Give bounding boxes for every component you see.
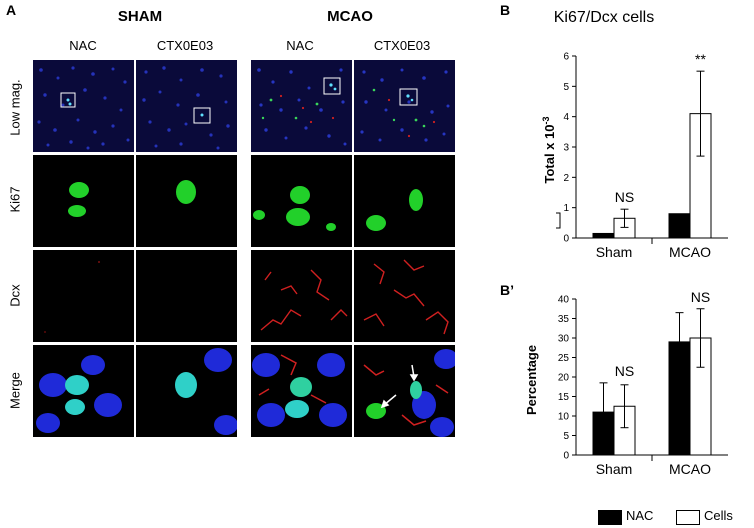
micrograph-sham-ctx0e03-merge: [136, 345, 237, 437]
micrograph-sham-ctx0e03-lowmag: [136, 60, 237, 152]
chart-legend: NAC Cells: [598, 506, 748, 526]
group-title-sham: SHAM: [117, 8, 163, 25]
y-tick-label: 2: [563, 173, 569, 184]
micrograph-sham-nac-merge: [33, 345, 134, 437]
column-label-mcao-ctx0e03: CTX0E03: [373, 38, 431, 53]
column-label-mcao-nac: NAC: [286, 38, 314, 53]
micrograph-sham-nac-lowmag: [33, 60, 134, 152]
y-tick-label: 5: [563, 431, 569, 442]
significance-annotation: NS: [691, 289, 710, 305]
micrograph-sham-ctx0e03-dcx: [136, 250, 237, 342]
significance-annotation: **: [695, 51, 706, 67]
chart-b-ylabel: Total x 10-3: [541, 116, 557, 183]
legend-label-nac: NAC: [626, 508, 654, 523]
y-tick-label: 25: [558, 353, 570, 364]
row-label-low-mag: Low mag.: [7, 79, 23, 136]
y-tick-label: 40: [558, 295, 570, 306]
y-tick-label: 0: [563, 234, 569, 245]
x-tick-label: Sham: [596, 461, 633, 477]
y-tick-label: 35: [558, 314, 570, 325]
legend-label-cells: Cells: [704, 508, 733, 523]
micrograph-sham-nac-ki67: [33, 155, 134, 247]
y-tick-label: 10: [558, 412, 570, 423]
y-tick-label: 5: [563, 82, 569, 93]
micrograph-mcao-nac-lowmag: [251, 60, 352, 152]
group-title-mcao: MCAO: [327, 8, 373, 25]
micrograph-mcao-ctx0e03-dcx: [354, 250, 455, 342]
y-tick-label: 15: [558, 392, 570, 403]
y-tick-label: 3: [563, 143, 569, 154]
micrograph-sham-nac-dcx: [33, 250, 134, 342]
chart-b-title: Ki67/Dcx cells: [554, 9, 654, 26]
y-tick-label: 0: [563, 451, 569, 462]
bar-nac-sham: [592, 232, 615, 239]
y-tick-label: 4: [563, 112, 569, 123]
row-label-ki67: Ki67: [7, 186, 23, 213]
row-label-merge: Merge: [7, 372, 23, 409]
y-tick-label: 20: [558, 373, 570, 384]
panel-a-letter: A: [6, 2, 17, 18]
x-tick-label: MCAO: [669, 461, 711, 477]
panel-b-letter: B: [500, 2, 511, 18]
y-tick-label: 6: [563, 52, 569, 63]
chart-b-ki67-dcx-total: Ki67/Dcx cells Total x 10-3 0 1 2 3 4 5 6 Sham N…: [541, 9, 728, 260]
micrograph-mcao-nac-ki67: [251, 155, 352, 247]
micrograph-sham-ctx0e03-ki67: [136, 155, 237, 247]
column-label-sham-ctx0e03: CTX0E03: [156, 38, 214, 53]
significance-annotation: NS: [615, 363, 634, 379]
y-tick-label: 1: [563, 203, 569, 214]
x-tick-label: Sham: [596, 244, 633, 260]
chart-b2-ylabel: Percentage: [524, 345, 539, 415]
bar-nac-mcao: [668, 213, 691, 239]
micrograph-mcao-ctx0e03-lowmag: [354, 60, 455, 152]
x-tick-label: MCAO: [669, 244, 711, 260]
chart-b-ylabel-superscript: -3: [541, 116, 551, 124]
micrograph-mcao-nac-dcx: [251, 250, 352, 342]
column-label-sham-nac: NAC: [69, 38, 97, 53]
micrograph-mcao-ctx0e03-ki67: [354, 155, 455, 247]
micrograph-mcao-nac-merge: [251, 345, 352, 437]
y-tick-label: 30: [558, 334, 570, 345]
significance-annotation: NS: [615, 189, 634, 205]
legend-swatch-nac: [598, 510, 622, 525]
chart-b2-percentage: Percentage 0 5 10 15 20 25 30 35 40 Sham NS MCAO NS: [524, 289, 728, 477]
legend-swatch-cells: [676, 510, 700, 525]
micrograph-mcao-ctx0e03-merge: [354, 345, 455, 437]
scale-bracket: [556, 212, 561, 229]
panel-b2-letter: B’: [500, 282, 514, 298]
row-label-dcx: Dcx: [7, 284, 23, 307]
